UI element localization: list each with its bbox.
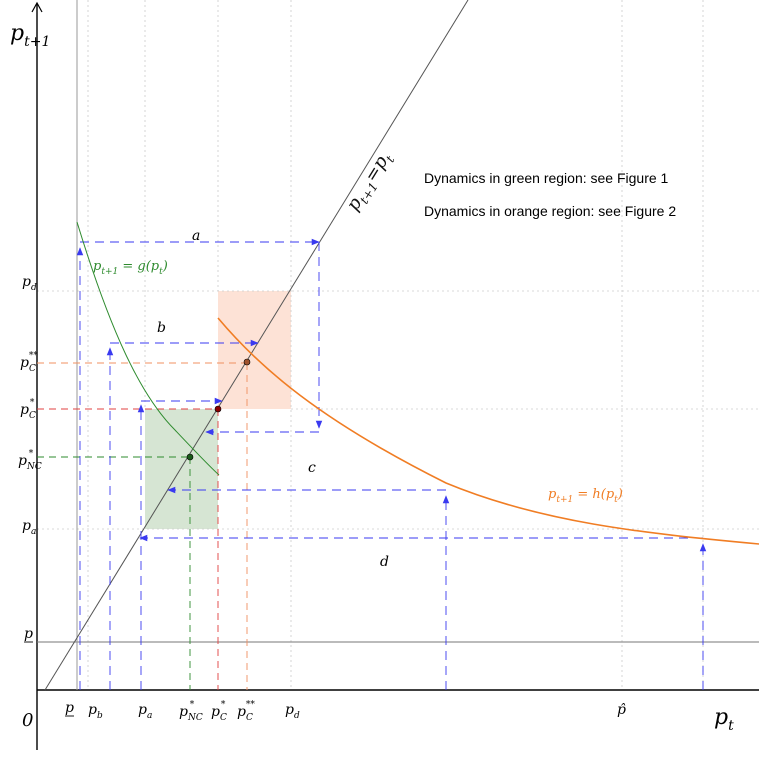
h-curve — [217, 317, 759, 545]
y-tick-pa: pa — [22, 518, 36, 537]
path-label-b: b — [157, 320, 166, 336]
equilibrium-guides — [37, 362, 248, 690]
x-tick-pCss: pC** — [237, 700, 255, 723]
y-tick-pNCs: pNC* — [18, 449, 42, 472]
path-label-c: c — [308, 460, 316, 476]
x-tick-pbar: p — [65, 700, 74, 716]
x-axis-label: pt — [714, 705, 734, 734]
grid-guides — [37, 0, 759, 690]
y-axis-label: pt+1 — [10, 21, 50, 50]
note-green-region: Dynamics in green region: see Figure 1 — [424, 170, 669, 186]
g-curve — [76, 221, 220, 476]
y-tick-pCss: pC** — [20, 351, 38, 374]
path-label-d: d — [380, 554, 389, 570]
path-label-a: a — [192, 228, 200, 244]
x-tick-pNCs: pNC* — [179, 700, 203, 723]
h-curve-label: pt+1 = h(pt) — [548, 487, 623, 505]
x-tick-pd: pd — [285, 702, 300, 721]
y-tick-pCs: pC* — [20, 398, 36, 421]
diagonal-line — [44, 0, 469, 691]
cobweb-paths — [76, 238, 707, 690]
origin-label: 0 — [22, 710, 33, 731]
green-region — [145, 409, 218, 529]
g-curve-label: pt+1 = g(pt) — [93, 259, 168, 277]
x-tick-pb: pb — [88, 702, 103, 721]
x-tick-phat: p̂ — [617, 702, 626, 718]
orange-region — [218, 291, 291, 409]
y-tick-pbar: p — [24, 626, 33, 642]
x-tick-pCs: pC* — [211, 700, 227, 723]
diagonal-label: pt+1=pt — [342, 148, 397, 216]
equilibrium-point-c2 — [243, 358, 251, 366]
y-tick-pd: pd — [22, 274, 37, 293]
y-tick-labels: pd pC** pC* pNC* pa p — [18, 274, 42, 643]
x-tick-labels: p pb pa pNC* pC* pC** pd p̂ — [65, 700, 626, 723]
x-tick-pa: pa — [138, 702, 152, 721]
y-axis-arrowhead — [31, 1, 43, 13]
equilibrium-point-c — [214, 405, 222, 413]
note-orange-region: Dynamics in orange region: see Figure 2 — [424, 203, 676, 219]
equilibrium-point-nc — [186, 453, 194, 461]
